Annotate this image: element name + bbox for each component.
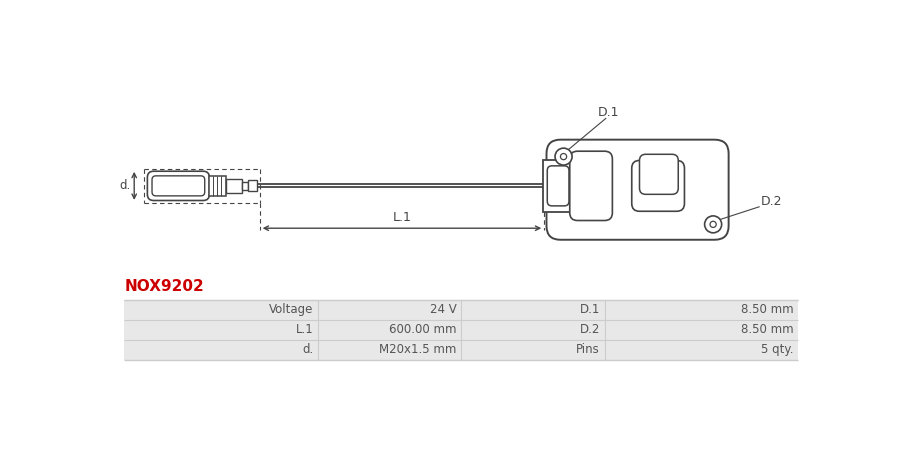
Bar — [124, 320, 798, 340]
FancyBboxPatch shape — [546, 140, 729, 240]
FancyBboxPatch shape — [640, 154, 679, 194]
Text: 24 V: 24 V — [430, 303, 456, 316]
Circle shape — [705, 216, 722, 233]
Circle shape — [555, 148, 572, 165]
Text: 600.00 mm: 600.00 mm — [389, 323, 456, 336]
Text: d.: d. — [119, 180, 130, 192]
Text: L.1: L.1 — [295, 323, 313, 336]
Text: D.1: D.1 — [580, 303, 600, 316]
Bar — [543, 160, 573, 212]
Bar — [210, 176, 227, 196]
Circle shape — [710, 221, 716, 228]
Circle shape — [561, 153, 567, 160]
Bar — [124, 300, 798, 320]
FancyBboxPatch shape — [570, 151, 612, 220]
Bar — [124, 340, 798, 360]
Text: d.: d. — [302, 344, 313, 356]
Text: Voltage: Voltage — [269, 303, 313, 316]
Text: D.2: D.2 — [580, 323, 600, 336]
FancyBboxPatch shape — [632, 160, 685, 211]
Bar — [242, 182, 248, 190]
FancyBboxPatch shape — [547, 166, 569, 206]
Bar — [227, 179, 242, 193]
FancyBboxPatch shape — [148, 171, 210, 201]
FancyBboxPatch shape — [152, 176, 204, 196]
Text: 8.50 mm: 8.50 mm — [741, 323, 794, 336]
Text: L.1: L.1 — [392, 211, 411, 224]
Text: D.1: D.1 — [598, 106, 619, 119]
Text: 5 qty.: 5 qty. — [761, 344, 794, 356]
Text: D.2: D.2 — [761, 195, 783, 208]
Text: Pins: Pins — [576, 344, 600, 356]
Text: NOX9202: NOX9202 — [124, 278, 204, 294]
Text: 8.50 mm: 8.50 mm — [741, 303, 794, 316]
Bar — [248, 180, 257, 191]
Text: M20x1.5 mm: M20x1.5 mm — [379, 344, 456, 356]
